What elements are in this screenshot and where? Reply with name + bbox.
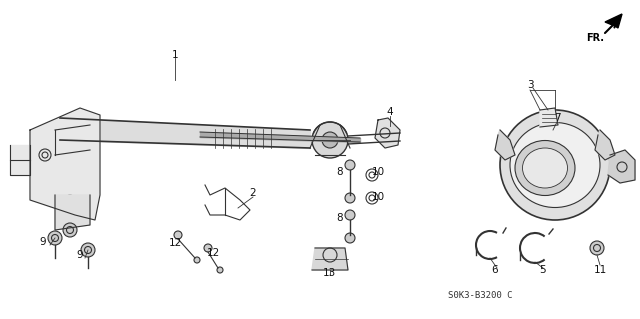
Polygon shape <box>595 130 615 160</box>
Circle shape <box>204 244 212 252</box>
Text: 11: 11 <box>593 265 607 275</box>
Text: FR.: FR. <box>586 33 604 43</box>
Polygon shape <box>495 130 515 160</box>
Text: 13: 13 <box>323 268 335 278</box>
Circle shape <box>590 241 604 255</box>
Text: 4: 4 <box>387 107 394 117</box>
Text: 10: 10 <box>371 192 385 202</box>
Circle shape <box>345 193 355 203</box>
Polygon shape <box>375 118 400 148</box>
Circle shape <box>322 132 338 148</box>
Circle shape <box>345 233 355 243</box>
Polygon shape <box>608 150 635 183</box>
Circle shape <box>345 160 355 170</box>
Text: S0K3-B3200 C: S0K3-B3200 C <box>448 291 512 300</box>
Polygon shape <box>10 145 30 175</box>
Text: 6: 6 <box>492 265 499 275</box>
Circle shape <box>312 122 348 158</box>
Text: 10: 10 <box>371 167 385 177</box>
Circle shape <box>63 223 77 237</box>
Text: 2: 2 <box>250 188 256 198</box>
Text: 8: 8 <box>337 167 343 177</box>
Text: 12: 12 <box>168 238 182 248</box>
Text: 7: 7 <box>554 113 560 123</box>
Circle shape <box>81 243 95 257</box>
Circle shape <box>174 231 182 239</box>
Circle shape <box>194 257 200 263</box>
Circle shape <box>48 231 62 245</box>
Ellipse shape <box>515 140 575 196</box>
Circle shape <box>345 210 355 220</box>
Ellipse shape <box>522 148 568 188</box>
Text: 9: 9 <box>77 250 83 260</box>
Text: 9: 9 <box>40 237 46 247</box>
Text: 3: 3 <box>527 80 533 90</box>
Circle shape <box>217 267 223 273</box>
Polygon shape <box>55 195 90 230</box>
Polygon shape <box>540 108 558 127</box>
Text: 1: 1 <box>172 50 179 60</box>
Polygon shape <box>605 14 622 28</box>
Polygon shape <box>312 248 348 270</box>
Text: 5: 5 <box>540 265 547 275</box>
Ellipse shape <box>510 122 600 207</box>
Text: 8: 8 <box>337 213 343 223</box>
Polygon shape <box>30 108 100 220</box>
Ellipse shape <box>500 110 610 220</box>
Text: 12: 12 <box>206 248 220 258</box>
